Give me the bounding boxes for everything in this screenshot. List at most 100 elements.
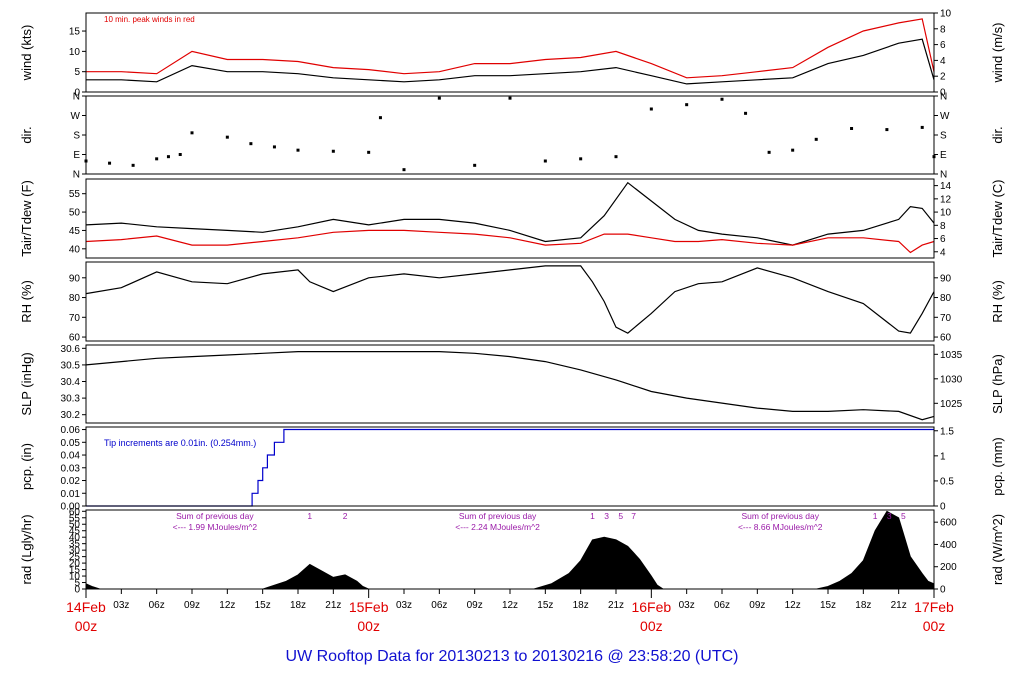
- rad-hour-marker: 5: [901, 511, 906, 521]
- y-tick-label: 10: [69, 572, 81, 583]
- x-tick-label: 06z: [714, 600, 730, 611]
- data-point: [166, 155, 170, 159]
- radiation-area: [85, 510, 935, 590]
- y-tick-label: 60: [69, 333, 81, 344]
- y-tick-label: N: [73, 170, 80, 181]
- y-tick-label: 20: [69, 559, 81, 570]
- rad-hour-marker: 2: [343, 511, 348, 521]
- y-tick-label-right: N: [940, 92, 947, 103]
- y-tick-label-right: 4: [940, 56, 946, 67]
- data-point: [437, 96, 441, 100]
- y-tick-label: 35: [69, 539, 81, 550]
- y-tick-label: 50: [69, 208, 81, 219]
- x-tick-label: 09z: [467, 600, 483, 611]
- y-tick-label: 30.6: [61, 344, 81, 355]
- rad-sum-label: Sum of previous day: [741, 511, 819, 521]
- y-axis-label-right: Tair/Tdew (C): [990, 179, 1005, 257]
- y-axis-label-right: rad (W/m^2): [990, 514, 1005, 585]
- y-tick-label-right: 1030: [940, 374, 963, 385]
- panel-frame: [85, 95, 935, 175]
- y-tick-label: W: [71, 111, 81, 122]
- y-tick-label: 10: [69, 47, 81, 58]
- chart-title: UW Rooftop Data for 20130213 to 20130216…: [285, 648, 739, 665]
- y-axis-label: SLP (inHg): [19, 352, 34, 415]
- y-axis-label: rad (Lgly/hr): [19, 514, 34, 584]
- data-point: [850, 127, 854, 130]
- y-axis-label: dir.: [19, 126, 34, 143]
- wind-annotation: 10 min. peak winds in red: [104, 15, 195, 24]
- rad-sum-label: Sum of previous day: [459, 511, 537, 521]
- y-tick-label-right: 10: [940, 9, 952, 20]
- x-tick-label: 09z: [749, 600, 765, 611]
- y-axis-label-right: wind (m/s): [990, 23, 1005, 84]
- y-tick-label: 0.01: [61, 489, 81, 500]
- y-axis-label-right: dir.: [990, 126, 1005, 143]
- y-axis-label: Tair/Tdew (F): [19, 180, 34, 257]
- y-tick-label-right: 8: [940, 221, 946, 232]
- x-tick-label: 15z: [820, 600, 836, 611]
- data-point: [767, 150, 771, 154]
- y-tick-label-right: 10: [940, 208, 952, 219]
- x-tick-label: 15z: [537, 600, 553, 611]
- y-tick-label: 15: [69, 27, 81, 38]
- y-tick-label: 70: [69, 313, 81, 324]
- x-tick-label: 21z: [608, 600, 624, 611]
- y-tick-label-right: 600: [940, 518, 957, 529]
- data-point: [249, 142, 253, 146]
- data-point: [814, 137, 818, 141]
- rad-sum-value: <--- 2.24 MJoules/m^2: [455, 522, 540, 532]
- y-tick-label-right: W: [940, 111, 950, 122]
- x-day-label-hour: 00z: [923, 618, 946, 634]
- y-tick-label-right: 70: [940, 313, 952, 324]
- y-tick-label: 55: [69, 513, 81, 524]
- x-day-label: 16Feb: [631, 599, 671, 615]
- y-tick-label-right: 0: [940, 502, 946, 513]
- rad-sum-value: <--- 1.99 MJoules/m^2: [173, 522, 258, 532]
- data-point: [131, 163, 135, 167]
- y-tick-label-right: 90: [940, 273, 952, 284]
- x-day-label-hour: 00z: [75, 618, 98, 634]
- rad-hour-marker: 1: [873, 511, 878, 521]
- data-point: [579, 157, 583, 161]
- y-axis-label-right: RH (%): [990, 280, 1005, 323]
- x-day-label: 17Feb: [914, 599, 954, 615]
- y-tick-label: 30.3: [61, 394, 81, 405]
- x-day-label: 14Feb: [66, 599, 106, 615]
- y-tick-label: 0.00: [61, 502, 81, 513]
- rad-hour-marker: 1: [590, 511, 595, 521]
- x-tick-label: 12z: [785, 600, 801, 611]
- y-tick-label: 45: [69, 226, 81, 237]
- y-tick-label-right: 14: [940, 181, 952, 192]
- y-tick-label: 0: [74, 88, 80, 99]
- series-line: [85, 265, 935, 334]
- data-point: [402, 168, 406, 172]
- data-point: [744, 111, 748, 115]
- data-point: [225, 135, 229, 139]
- x-tick-label: 15z: [255, 600, 271, 611]
- y-tick-label: 60: [69, 507, 81, 518]
- y-tick-label-right: S: [940, 131, 947, 142]
- rad-sum-value: <--- 8.66 MJoules/m^2: [738, 522, 823, 532]
- data-point: [296, 148, 300, 152]
- data-point: [190, 131, 194, 135]
- y-tick-label: 0.06: [61, 425, 81, 436]
- panel-frame: [85, 344, 935, 424]
- y-tick-label: 30.5: [61, 360, 81, 371]
- y-tick-label: 30.4: [61, 377, 81, 388]
- y-tick-label: 55: [69, 189, 81, 200]
- y-axis-label: pcp. (in): [19, 443, 34, 490]
- x-day-label-hour: 00z: [640, 618, 663, 634]
- y-tick-label-right: 0: [940, 88, 946, 99]
- x-tick-label: 18z: [855, 600, 871, 611]
- data-point: [885, 128, 889, 132]
- y-tick-label-right: 1025: [940, 399, 963, 410]
- x-tick-label: 03z: [679, 600, 695, 611]
- y-tick-label: 40: [69, 244, 81, 255]
- y-tick-label-right: 12: [940, 194, 952, 205]
- y-tick-label: 30.2: [61, 410, 81, 421]
- rad-hour-marker: 3: [887, 511, 892, 521]
- x-tick-label: 12z: [502, 600, 518, 611]
- y-tick-label-right: N: [940, 170, 947, 181]
- y-tick-label-right: 1: [940, 451, 946, 462]
- data-point: [178, 153, 182, 156]
